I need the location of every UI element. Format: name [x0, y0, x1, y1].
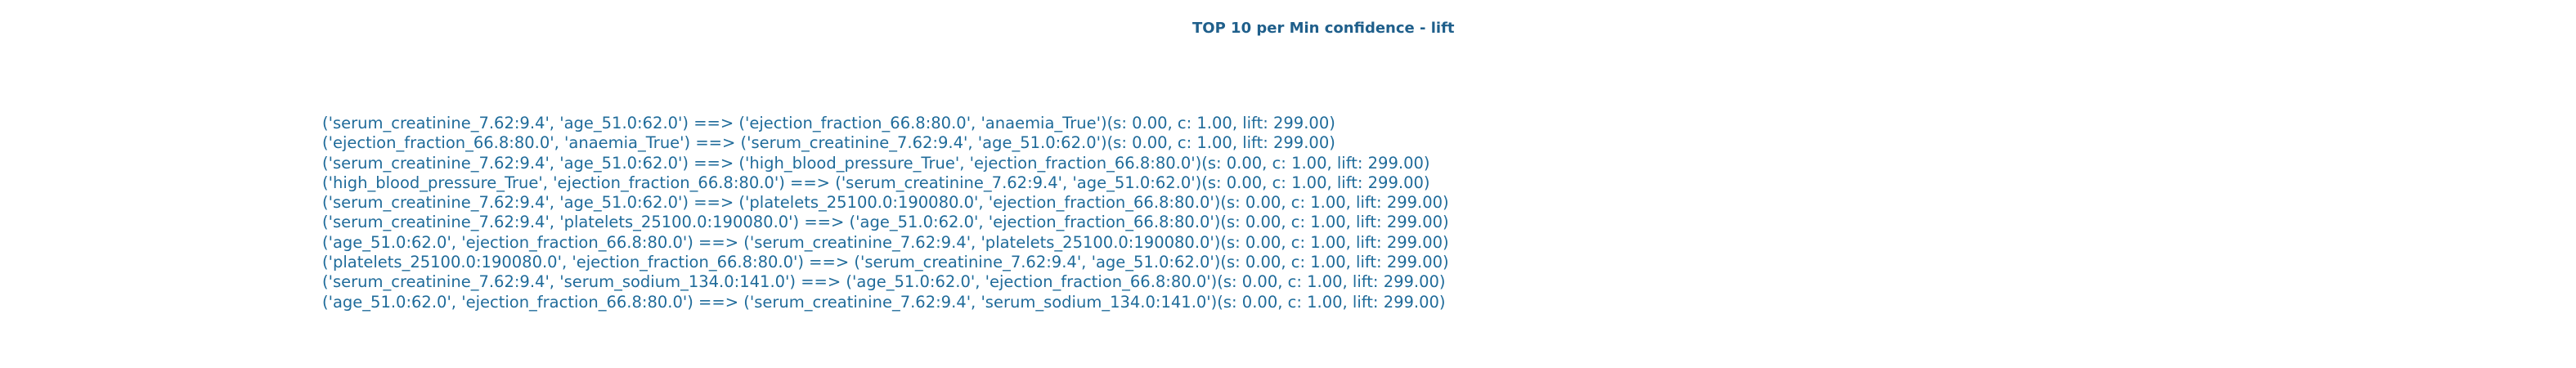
rule-line: ('serum_creatinine_7.62:9.4', 'platelets… [322, 213, 1449, 232]
rules-list: ('serum_creatinine_7.62:9.4', 'age_51.0:… [322, 114, 1449, 312]
rule-line: ('age_51.0:62.0', 'ejection_fraction_66.… [322, 292, 1446, 312]
rule-line: ('platelets_25100.0:190080.0', 'ejection… [322, 253, 1449, 272]
chart-title: TOP 10 per Min confidence - lift [1192, 20, 1455, 37]
rule-line: ('serum_creatinine_7.62:9.4', 'age_51.0:… [322, 153, 1430, 173]
rule-line: ('serum_creatinine_7.62:9.4', 'serum_sod… [322, 272, 1446, 292]
rule-line: ('age_51.0:62.0', 'ejection_fraction_66.… [322, 232, 1449, 252]
rule-line: ('ejection_fraction_66.8:80.0', 'anaemia… [322, 133, 1335, 153]
rule-line: ('serum_creatinine_7.62:9.4', 'age_51.0:… [322, 114, 1335, 132]
rule-line: ('serum_creatinine_7.62:9.4', 'age_51.0:… [322, 193, 1449, 213]
rule-line: ('high_blood_pressure_True', 'ejection_f… [322, 173, 1430, 192]
